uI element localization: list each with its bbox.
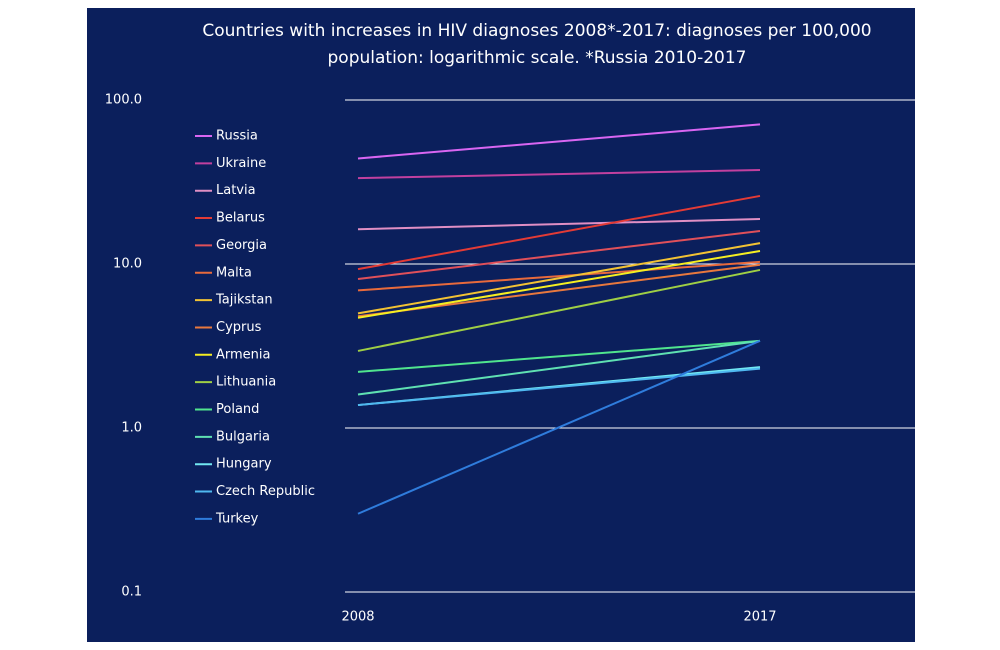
legend-label: Malta [216,265,252,280]
chart-background [87,8,915,642]
series-line [357,268,761,352]
y-tick-label: 1.0 [121,421,142,436]
legend-label: Georgia [216,238,267,253]
y-tick-label: 10.0 [113,257,142,272]
series-line [357,194,761,271]
legend-label: Poland [216,402,259,417]
series-line [357,242,761,315]
legend-label: Czech Republic [216,484,315,499]
series-line [357,339,761,396]
series-line [357,250,761,319]
x-tick-label: 2008 [341,610,374,625]
legend-label: Belarus [216,211,265,226]
series-line [357,218,761,231]
series-line [357,123,761,160]
y-tick-label: 0.1 [121,585,142,600]
series-line [357,339,761,373]
legend-label: Cyprus [216,320,262,335]
series-line [357,229,761,281]
legend-label: Hungary [216,457,272,472]
series-line [357,260,761,292]
series-line [357,263,761,318]
legend-label: Bulgaria [216,429,270,444]
chart-title: Countries with increases in HIV diagnose… [202,21,872,68]
series-line [357,367,761,407]
legend-label: Lithuania [216,375,276,390]
legend-label: Latvia [216,183,256,198]
legend-label: Turkey [215,511,259,526]
legend-label: Ukraine [216,156,266,171]
legend-label: Russia [216,129,258,144]
series-line [357,169,761,180]
x-tick-label: 2017 [743,610,776,625]
series-line [357,339,761,515]
legend-label: Tajikstan [215,293,273,308]
y-tick-label: 100.0 [105,93,142,108]
legend-label: Armenia [216,347,271,362]
